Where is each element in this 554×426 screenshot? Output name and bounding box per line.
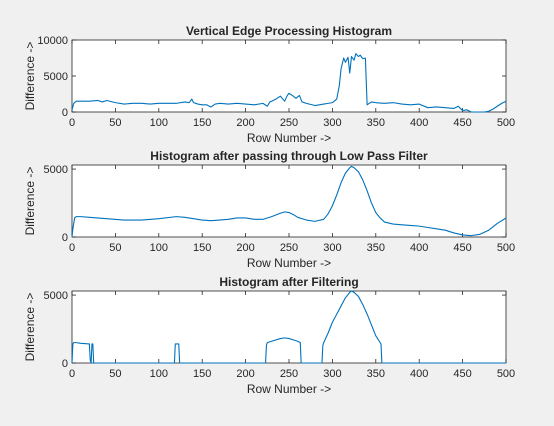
- x-tick-label: 50: [109, 368, 121, 380]
- x-tick-label: 350: [367, 117, 385, 129]
- y-tick-label: 5000: [44, 290, 68, 302]
- y-axis-label: Difference ->: [23, 167, 37, 236]
- y-axis-label: Difference ->: [23, 42, 37, 111]
- x-tick-label: 500: [497, 368, 515, 380]
- x-tick-label: 500: [497, 242, 515, 254]
- x-tick-label: 200: [236, 368, 254, 380]
- chart-title: Vertical Edge Processing Histogram: [186, 24, 392, 38]
- x-tick-label: 100: [150, 368, 168, 380]
- subplot-1: 0 50 100 150 200 250 300 350 400 450 5000500010000…: [23, 24, 515, 145]
- subplot-2: 0 50 100 150 200 250 300 350 400 450 50005000Histo…: [23, 149, 515, 270]
- x-tick-label: 450: [453, 242, 471, 254]
- x-tick-label: 250: [280, 368, 298, 380]
- x-tick-label: 100: [150, 242, 168, 254]
- series-line-1: [71, 290, 506, 364]
- x-tick-label: 150: [193, 368, 211, 380]
- x-tick-label: 500: [497, 117, 515, 129]
- x-tick-label: 300: [323, 242, 341, 254]
- x-tick-label: 250: [280, 117, 298, 129]
- x-tick-label: 0: [69, 242, 75, 254]
- axes-box: [71, 290, 507, 364]
- x-tick-label: 350: [367, 368, 385, 380]
- axes-box: [71, 164, 507, 238]
- subplot-3: 0 50 100 150 200 250 300 350 400 450 50005000Histo…: [23, 275, 515, 396]
- x-axis-label: Row Number ->: [247, 131, 331, 145]
- y-tick-label: 5000: [44, 71, 68, 83]
- y-tick-label: 0: [62, 358, 68, 370]
- x-tick-label: 400: [410, 117, 428, 129]
- y-tick-label: 10000: [37, 35, 68, 47]
- y-tick-label: 0: [62, 232, 68, 244]
- y-tick-label: 5000: [44, 164, 68, 176]
- y-tick-label: 0: [62, 107, 68, 119]
- x-tick-label: 0: [69, 117, 75, 129]
- x-tick-label: 50: [109, 117, 121, 129]
- axes-box: [71, 39, 507, 113]
- x-tick-label: 200: [236, 117, 254, 129]
- x-axis-label: Row Number ->: [247, 256, 331, 270]
- x-tick-label: 300: [323, 368, 341, 380]
- x-tick-label: 0: [69, 368, 75, 380]
- chart-title: Histogram after Filtering: [219, 275, 358, 289]
- x-tick-label: 100: [150, 117, 168, 129]
- series-line-1: [71, 53, 507, 113]
- x-tick-label: 400: [410, 242, 428, 254]
- x-axis-label: Row Number ->: [247, 382, 331, 396]
- x-tick-label: 400: [410, 368, 428, 380]
- x-tick-label: 150: [193, 117, 211, 129]
- x-tick-label: 450: [453, 368, 471, 380]
- chart-title: Histogram after passing through Low Pass…: [150, 149, 428, 163]
- x-tick-label: 50: [109, 242, 121, 254]
- x-tick-label: 250: [280, 242, 298, 254]
- y-axis-label: Difference ->: [23, 293, 37, 362]
- series-line-1: [71, 165, 507, 238]
- x-tick-label: 300: [323, 117, 341, 129]
- x-tick-label: 350: [367, 242, 385, 254]
- x-tick-label: 150: [193, 242, 211, 254]
- x-tick-label: 450: [453, 117, 471, 129]
- x-tick-label: 200: [236, 242, 254, 254]
